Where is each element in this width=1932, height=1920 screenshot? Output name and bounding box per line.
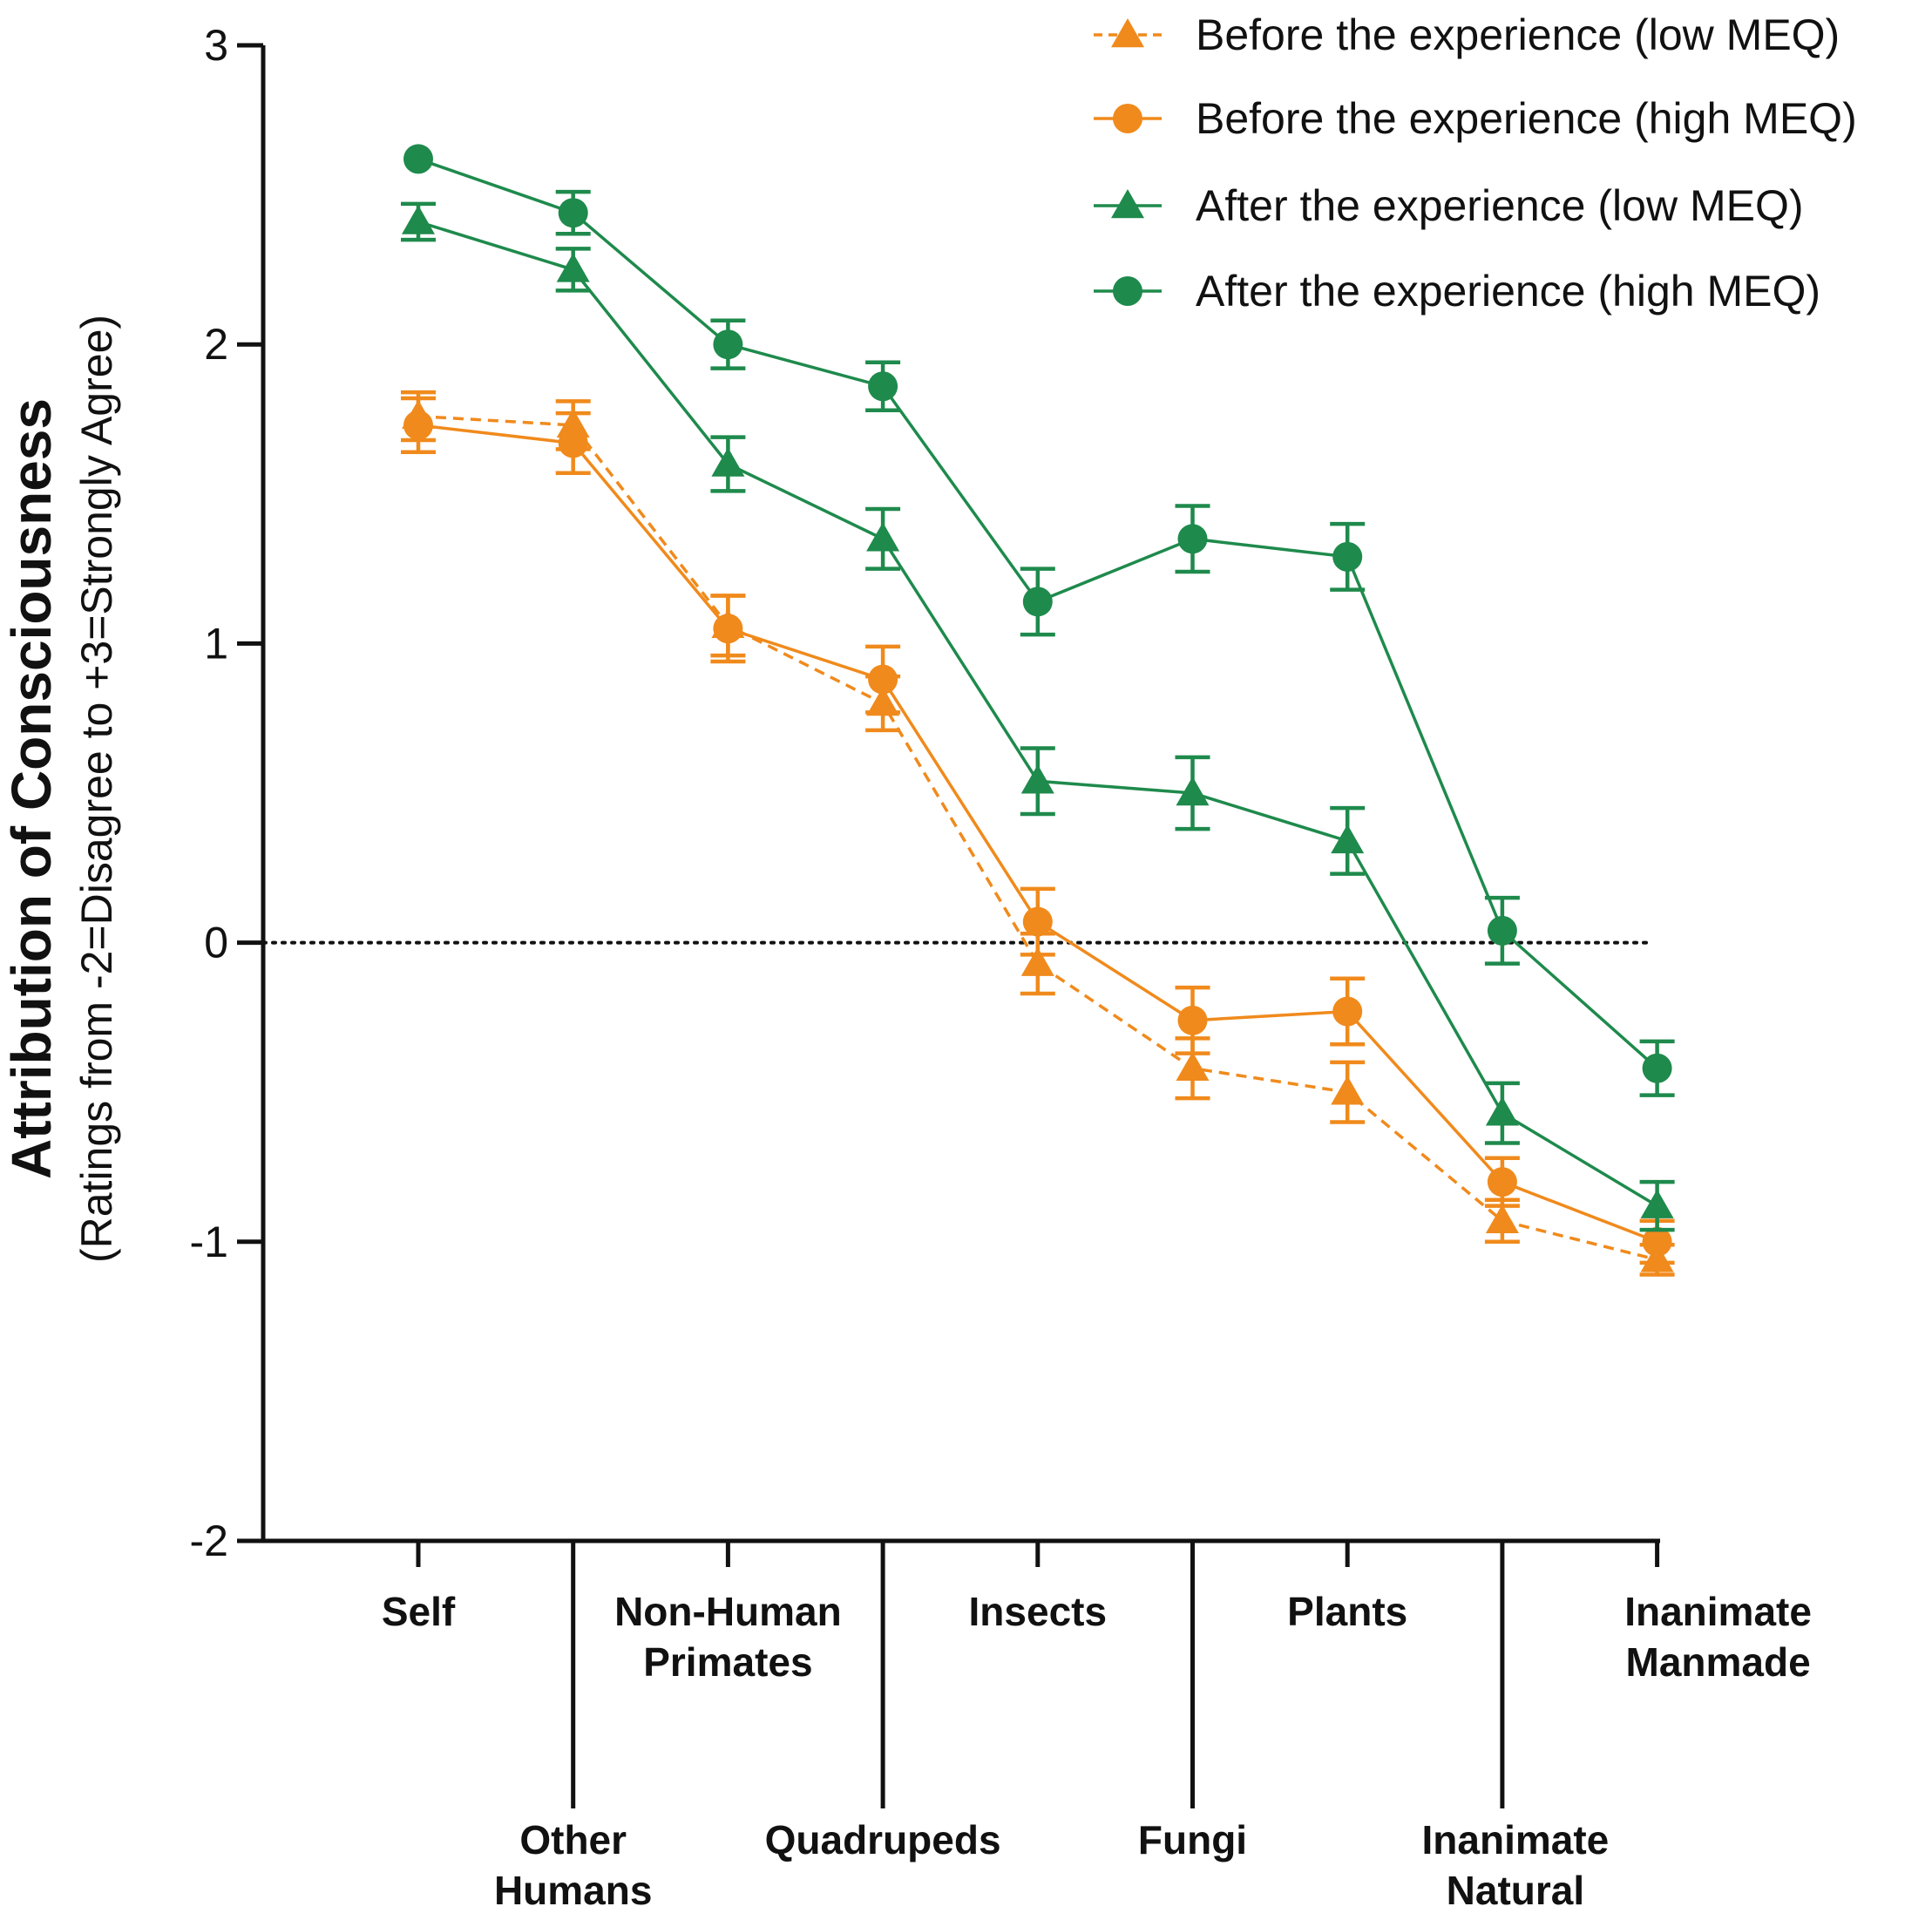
data-point-circle <box>1113 104 1142 133</box>
series-3 <box>401 201 1675 1232</box>
data-point-triangle <box>1331 1075 1365 1105</box>
data-point-triangle <box>1020 946 1054 976</box>
x-category-label: Inanimate <box>1422 1817 1610 1862</box>
x-category-label: Natural <box>1447 1868 1584 1913</box>
data-point-triangle <box>711 447 745 477</box>
x-category-label: Humans <box>494 1868 652 1913</box>
x-category-label: Manmade <box>1626 1639 1811 1685</box>
x-category-label: Inanimate <box>1624 1589 1812 1634</box>
data-point-circle <box>1642 1053 1672 1083</box>
legend-item-4: After the experience (high MEQ) <box>1094 267 1820 315</box>
x-category-label: Quadrupeds <box>765 1817 1001 1862</box>
data-point-circle <box>1487 915 1517 946</box>
data-point-circle <box>713 614 743 644</box>
y-axis-sublabel: (Ratings from -2=Disagree to +3=Strongly… <box>72 315 121 1263</box>
data-point-circle <box>713 329 743 360</box>
y-tick-label: 2 <box>204 320 228 369</box>
legend-item-3: After the experience (low MEQ) <box>1094 181 1804 230</box>
data-point-triangle <box>1111 18 1144 48</box>
data-point-circle <box>1177 1005 1208 1035</box>
y-tick-label: -2 <box>190 1516 228 1565</box>
y-tick-label: 0 <box>204 919 228 967</box>
data-point-circle <box>403 410 433 440</box>
legend-label: After the experience (low MEQ) <box>1196 181 1804 230</box>
series-4 <box>403 144 1675 1097</box>
data-point-circle <box>868 664 898 695</box>
y-axis-title: Attribution of Consciousness (Ratings fr… <box>0 315 121 1263</box>
data-point-triangle <box>1111 189 1144 219</box>
series-1 <box>401 390 1675 1277</box>
data-point-triangle <box>1176 1051 1210 1081</box>
x-category-label: Plants <box>1287 1589 1407 1634</box>
data-point-circle <box>1642 1226 1672 1257</box>
data-point-triangle <box>1331 824 1365 854</box>
x-category-label: Non-Human <box>614 1589 842 1634</box>
legend-label: After the experience (high MEQ) <box>1196 267 1820 315</box>
x-category-label: Primates <box>643 1639 812 1685</box>
legend-label: Before the experience (low MEQ) <box>1196 10 1840 59</box>
data-point-triangle <box>1485 1096 1519 1126</box>
axes: 3 2 1 0 -1 -2 Self Other Humans Non-Human Primates… <box>190 21 1812 1913</box>
data-point-triangle <box>556 253 590 282</box>
x-category-label: Other <box>519 1817 627 1862</box>
series-line <box>417 220 1658 1208</box>
data-point-triangle <box>1485 1204 1519 1234</box>
data-point-circle <box>1332 541 1363 572</box>
data-point-circle <box>868 371 898 402</box>
x-category-label: Self <box>382 1589 456 1634</box>
legend: Before the experience (low MEQ) Before th… <box>1094 10 1857 315</box>
data-point-circle <box>1022 906 1053 937</box>
data-point-triangle <box>1020 764 1054 794</box>
legend-label: Before the experience (high MEQ) <box>1196 94 1857 143</box>
x-category-label: Insects <box>969 1589 1108 1634</box>
data-point-circle <box>1487 1167 1517 1197</box>
series-2 <box>401 396 1675 1265</box>
series-layer <box>401 144 1675 1277</box>
data-point-circle <box>403 144 433 174</box>
data-point-circle <box>558 428 588 458</box>
data-point-circle <box>558 198 588 228</box>
data-point-triangle <box>1640 1189 1674 1218</box>
legend-item-2: Before the experience (high MEQ) <box>1094 94 1857 143</box>
data-point-circle <box>1022 587 1053 617</box>
data-point-triangle <box>866 522 900 552</box>
y-tick-label: 1 <box>204 619 228 668</box>
y-tick-label: -1 <box>190 1218 228 1266</box>
legend-item-1: Before the experience (low MEQ) <box>1094 10 1840 59</box>
series-line <box>417 424 1658 1244</box>
y-axis-label: Attribution of Consciousness <box>0 398 63 1179</box>
data-point-triangle <box>402 205 435 234</box>
data-point-circle <box>1332 996 1363 1027</box>
y-tick-label: 3 <box>204 21 228 70</box>
data-point-circle <box>1177 524 1208 554</box>
series-line <box>417 414 1658 1262</box>
data-point-triangle <box>1176 777 1210 806</box>
data-point-circle <box>1113 276 1142 306</box>
x-category-label: Fungi <box>1138 1817 1247 1862</box>
